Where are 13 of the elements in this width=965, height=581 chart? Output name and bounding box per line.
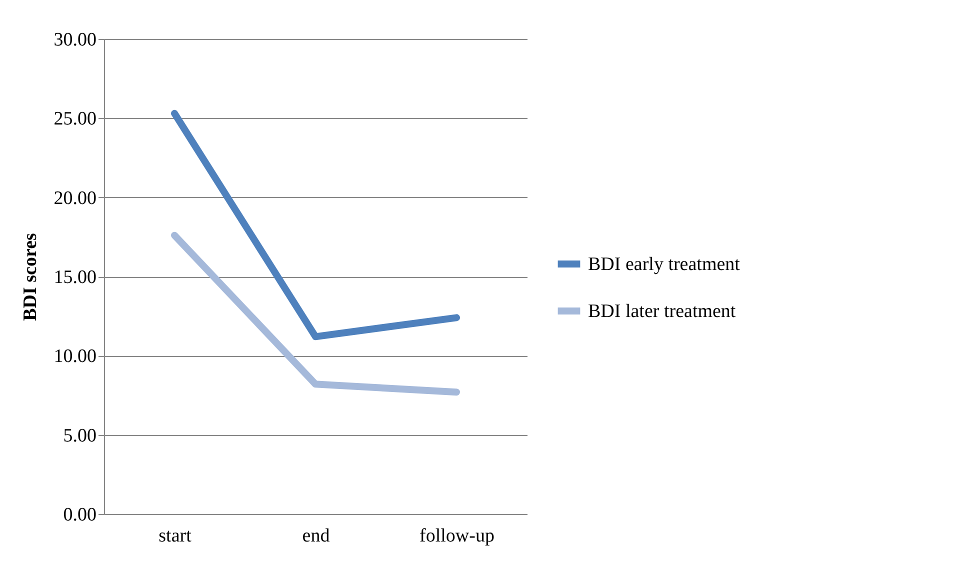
legend-label: BDI early treatment	[588, 254, 741, 275]
y-tick-label: 15.00	[54, 267, 96, 288]
y-tick-label: 25.00	[54, 108, 96, 130]
y-tick-label: 20.00	[54, 188, 96, 209]
legend-label: BDI later treatment	[588, 301, 736, 322]
y-tick-label: 0.00	[63, 504, 96, 526]
y-axis-title: BDI scores	[20, 233, 41, 321]
y-tick-label: 10.00	[54, 346, 96, 368]
x-tick-label: start	[158, 526, 192, 546]
x-tick-label: follow-up	[420, 526, 494, 546]
y-tick-label: 5.00	[63, 425, 96, 446]
y-tick-label: 30.00	[54, 30, 96, 50]
x-tick-label: end	[302, 526, 330, 546]
